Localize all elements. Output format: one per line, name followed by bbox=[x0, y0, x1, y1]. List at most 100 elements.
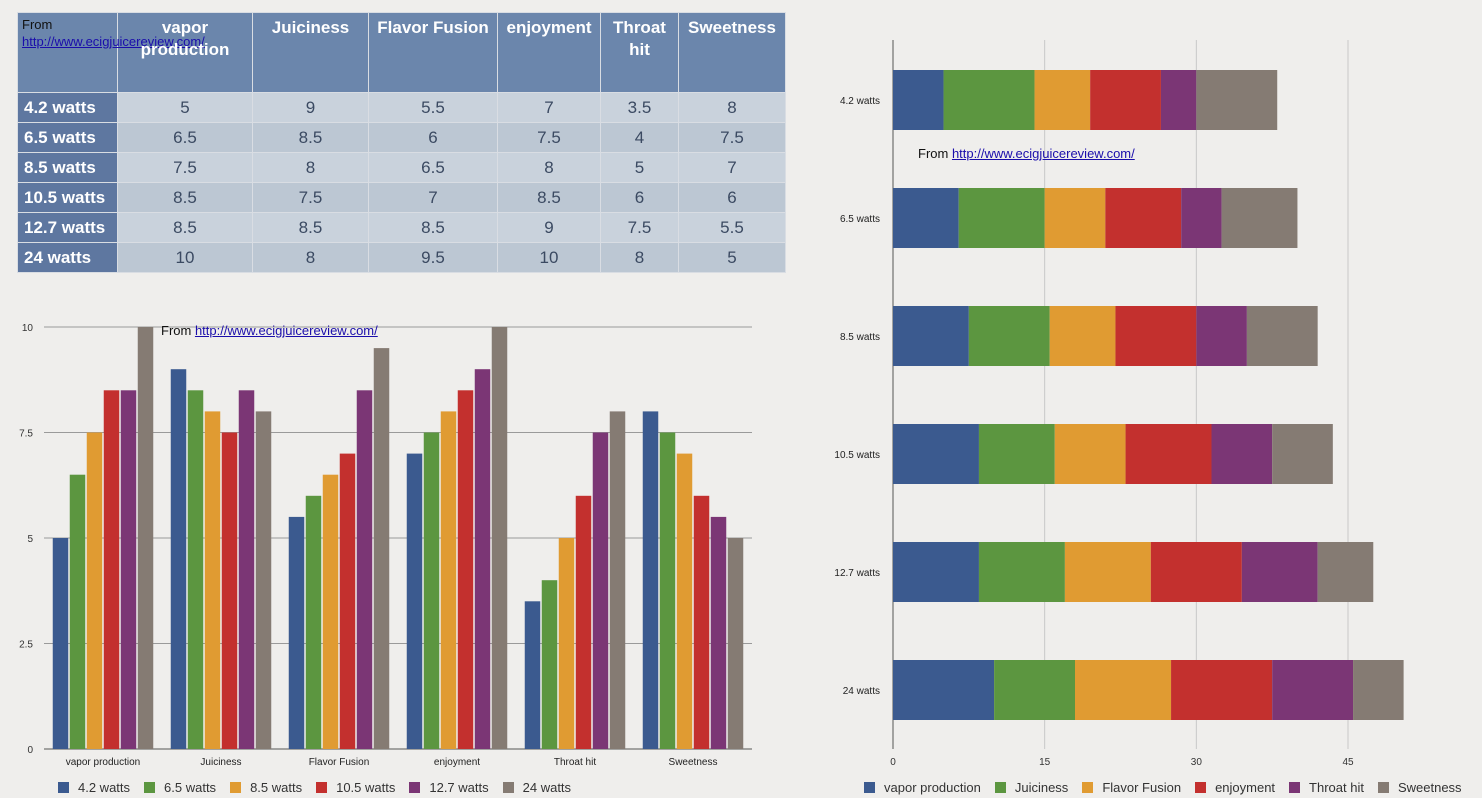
stacked-chart-segment bbox=[1196, 306, 1247, 366]
legend-item: 6.5 watts bbox=[144, 780, 216, 795]
legend-label: 6.5 watts bbox=[164, 780, 217, 795]
table-cell: 8.5 bbox=[252, 122, 369, 153]
stacked-chart-segment bbox=[1353, 660, 1404, 720]
table-cell: 8.5 bbox=[368, 212, 498, 243]
legend-swatch bbox=[1195, 782, 1207, 793]
bar-chart-bar bbox=[69, 474, 86, 749]
legend-swatch bbox=[502, 782, 514, 793]
legend-label: Juiciness bbox=[1014, 780, 1069, 795]
legend-item: enjoyment bbox=[1195, 780, 1275, 795]
table-row: 4.2 watts 5 9 5.5 7 3.5 8 bbox=[17, 92, 786, 123]
table-cell: 4 bbox=[600, 122, 679, 153]
stacked-chart-segment bbox=[1049, 306, 1116, 366]
bar-chart-x-tick-label: enjoyment bbox=[434, 757, 480, 768]
bar-chart-bar bbox=[187, 390, 204, 749]
bar-chart-source-link[interactable]: http://www.ecigjuicereview.com/ bbox=[194, 323, 378, 338]
stacked-chart-segment bbox=[943, 70, 1035, 130]
table-cell: 10 bbox=[497, 242, 601, 273]
stacked-chart-segment bbox=[893, 542, 979, 602]
table-cell: 7.5 bbox=[678, 122, 786, 153]
stacked-chart-segment bbox=[893, 424, 979, 484]
stacked-chart-source-link[interactable]: http://www.ecigjuicereview.com/ bbox=[951, 146, 1135, 161]
bar-chart-bar bbox=[356, 390, 373, 749]
table-cell: 7 bbox=[368, 182, 498, 213]
bar-chart-bar bbox=[406, 453, 423, 749]
legend-item: 12.7 watts bbox=[409, 780, 489, 795]
stacked-chart-segment bbox=[1171, 660, 1273, 720]
column-header: Juiciness bbox=[252, 12, 369, 93]
stacked-chart-segment bbox=[893, 70, 944, 130]
column-header: vapor production bbox=[117, 12, 253, 93]
stacked-chart-segment bbox=[1317, 542, 1374, 602]
stacked-chart-segment bbox=[958, 188, 1045, 248]
bar-chart-bar bbox=[170, 369, 187, 749]
stacked-chart-segment bbox=[1105, 188, 1182, 248]
bar-chart-bar bbox=[524, 601, 541, 749]
table-cell: 8 bbox=[252, 152, 369, 183]
table-cell: 5 bbox=[678, 242, 786, 273]
table-row: 12.7 watts 8.5 8.5 8.5 9 7.5 5.5 bbox=[17, 212, 786, 243]
bar-chart-source-note: From http://www.ecigjuicereview.com/ bbox=[161, 323, 378, 338]
bar-chart-bar bbox=[474, 369, 491, 749]
stacked-chart-segment bbox=[1241, 542, 1318, 602]
row-header: 6.5 watts bbox=[17, 122, 118, 153]
bar-chart-x-tick-label: vapor production bbox=[66, 757, 141, 768]
stacked-chart-y-tick-label: 10.5 watts bbox=[834, 450, 880, 461]
bar-chart-bar bbox=[642, 411, 659, 749]
bar-chart-y-tick-label: 5 bbox=[27, 534, 33, 545]
bar-chart-bar bbox=[491, 327, 508, 749]
stacked-chart-segment bbox=[1272, 424, 1333, 484]
table-cell: 5 bbox=[117, 92, 253, 123]
bar-chart-y-tick-label: 10 bbox=[22, 323, 34, 334]
bar-chart-bar bbox=[440, 411, 457, 749]
legend-swatch bbox=[144, 782, 156, 793]
legend-label: 4.2 watts bbox=[78, 780, 131, 795]
bar-chart-bar bbox=[609, 411, 626, 749]
legend-label: 10.5 watts bbox=[336, 780, 396, 795]
table-cell: 8.5 bbox=[117, 182, 253, 213]
stacked-chart-segment bbox=[1044, 188, 1106, 248]
table-cell: 8 bbox=[600, 242, 679, 273]
legend-item: vapor production bbox=[864, 780, 981, 795]
bar-chart-y-tick-label: 0 bbox=[27, 745, 33, 756]
bar-chart-bar bbox=[255, 411, 272, 749]
table-source-cell: From http://www.ecigjuicereview.com/ bbox=[17, 12, 205, 93]
legend-swatch bbox=[1082, 782, 1094, 793]
legend-item: Sweetness bbox=[1377, 780, 1462, 795]
stacked-chart-x-tick-label: 15 bbox=[1039, 757, 1051, 768]
table-cell: 7.5 bbox=[600, 212, 679, 243]
stacked-chart-source-prefix: From bbox=[918, 146, 952, 161]
bar-chart-bar bbox=[693, 495, 710, 749]
stacked-chart-segment bbox=[1064, 542, 1151, 602]
stacked-chart-segment bbox=[1075, 660, 1172, 720]
column-header: enjoyment bbox=[497, 12, 601, 93]
stacked-chart-legend: vapor production Juiciness Flavor Fusion en… bbox=[864, 780, 1476, 795]
legend-label: Sweetness bbox=[1397, 780, 1462, 795]
bar-chart-bar bbox=[238, 390, 255, 749]
bar-chart-legend: 4.2 watts 6.5 watts 8.5 watts 10.5 watts 12.… bbox=[58, 780, 585, 795]
bar-chart-bar bbox=[423, 432, 440, 749]
table-cell: 7 bbox=[497, 92, 601, 123]
legend-label: Throat hit bbox=[1309, 780, 1364, 795]
legend-label: enjoyment bbox=[1215, 780, 1276, 795]
legend-swatch bbox=[316, 782, 328, 793]
row-header: 10.5 watts bbox=[17, 182, 118, 213]
legend-label: 8.5 watts bbox=[250, 780, 303, 795]
ratings-table: From http://www.ecigjuicereview.com/ vap… bbox=[17, 12, 786, 273]
bar-chart-bar bbox=[676, 453, 693, 749]
stacked-chart-source-note: From http://www.ecigjuicereview.com/ bbox=[918, 146, 1135, 161]
bar-chart-bar bbox=[373, 348, 390, 749]
stacked-chart-segment bbox=[994, 660, 1075, 720]
legend-item: Throat hit bbox=[1289, 780, 1364, 795]
bar-chart-bar bbox=[86, 432, 103, 749]
legend-label: 24 watts bbox=[522, 780, 572, 795]
bar-chart-x-tick-label: Throat hit bbox=[554, 757, 596, 768]
bar-chart-bar bbox=[541, 580, 558, 749]
row-header: 12.7 watts bbox=[17, 212, 118, 243]
stacked-chart-segment bbox=[1211, 424, 1273, 484]
table-row: 24 watts 10 8 9.5 10 8 5 bbox=[17, 242, 786, 273]
bar-chart-bar bbox=[221, 432, 238, 749]
stacked-chart-segment bbox=[1246, 306, 1318, 366]
